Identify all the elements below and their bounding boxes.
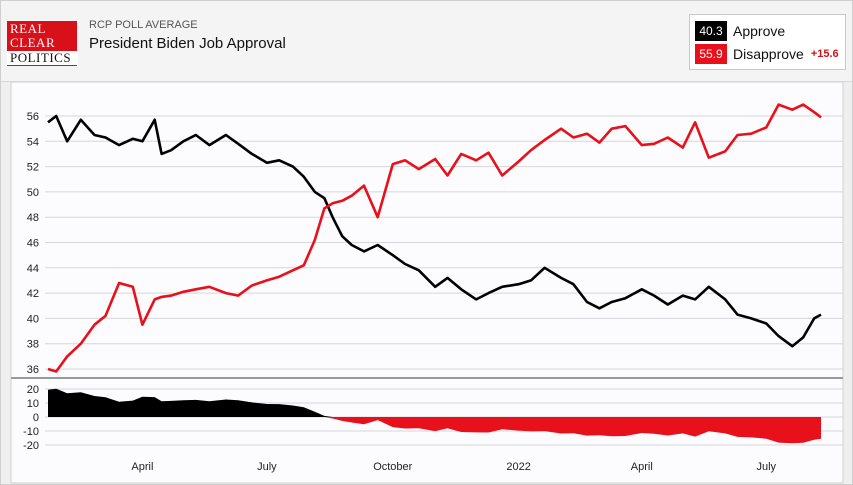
approve-line[interactable] <box>47 114 822 348</box>
page-title: President Biden Job Approval <box>89 35 286 52</box>
spread-y-tick-label: -20 <box>23 440 39 452</box>
main-gridlines <box>45 115 843 370</box>
spread-value: +15.6 <box>810 48 839 60</box>
main-y-axis: 36 38 40 42 44 46 48 50 52 54 56 <box>27 111 39 376</box>
spread-y-tick-label: -10 <box>23 426 39 438</box>
main-y-tick-label: 48 <box>27 212 39 224</box>
main-y-tick-label: 46 <box>27 238 39 250</box>
spread-y-axis: 20 10 0 -10 -20 <box>23 384 39 452</box>
rcp-logo[interactable]: REAL CLEAR POLITICS <box>7 21 78 66</box>
main-y-tick-label: 54 <box>27 136 39 148</box>
approve-value-badge: 40.3 <box>695 21 727 41</box>
legend-approve[interactable]: 40.3 Approve <box>695 21 785 41</box>
legend-disapprove[interactable]: 55.9 Disapprove +15.6 <box>695 44 839 64</box>
x-tick-label: April <box>631 461 653 473</box>
legend: 40.3 Approve 55.9 Disapprove +15.6 <box>689 14 846 70</box>
main-y-tick-label: 40 <box>27 313 39 325</box>
spread-area-approve-lead <box>48 388 821 417</box>
spread-y-tick-label: 0 <box>33 412 39 424</box>
x-axis: April July October 2022 April July <box>131 461 776 473</box>
disapprove-line[interactable] <box>47 103 822 373</box>
logo-line-1: REAL <box>10 21 46 36</box>
main-y-tick-label: 42 <box>27 288 39 300</box>
disapprove-value-badge: 55.9 <box>695 44 727 64</box>
x-tick-label: April <box>131 461 153 473</box>
main-y-tick-label: 36 <box>27 364 39 376</box>
x-tick-label: October <box>373 461 412 473</box>
main-y-tick-label: 52 <box>27 162 39 174</box>
main-y-tick-label: 38 <box>27 339 39 351</box>
main-y-tick-label: 50 <box>27 187 39 199</box>
spread-y-tick-label: 10 <box>27 398 39 410</box>
main-y-tick-label: 56 <box>27 111 39 123</box>
poll-average-kicker: RCP POLL AVERAGE <box>89 19 198 31</box>
spread-y-tick-label: 20 <box>27 384 39 396</box>
main-y-tick-label: 44 <box>27 263 39 275</box>
x-tick-label: July <box>257 461 277 473</box>
header: REAL CLEAR POLITICS RCP POLL AVERAGE Pre… <box>1 1 852 82</box>
disapprove-label: Disapprove <box>733 46 804 62</box>
chart-svg[interactable]: 36 38 40 42 44 46 48 50 52 54 56 20 10 0 -10 -20 April… <box>1 82 852 484</box>
x-tick-label: 2022 <box>506 461 530 473</box>
approve-label: Approve <box>733 23 786 39</box>
logo-line-2: CLEAR <box>10 35 56 50</box>
logo-line-3: POLITICS <box>7 51 78 65</box>
spread-area-disapprove-lead <box>48 417 821 444</box>
x-tick-label: July <box>756 461 776 473</box>
